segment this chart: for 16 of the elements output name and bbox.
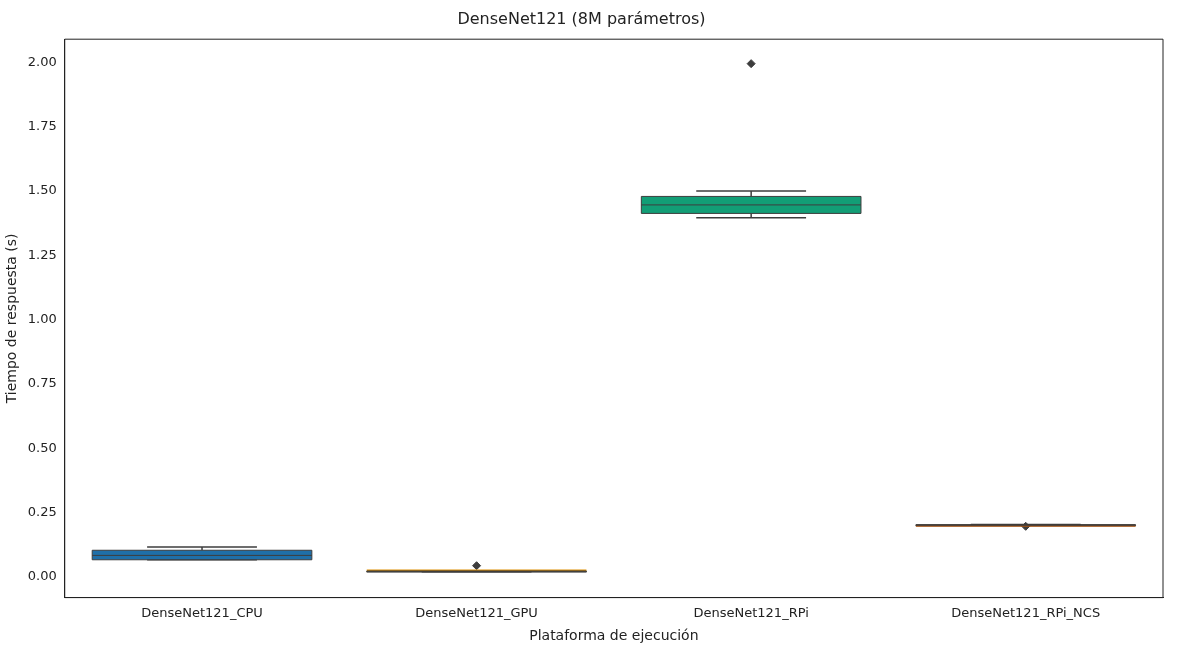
y-tick-label: 0.50 <box>27 439 57 455</box>
y-tick-label: 0.75 <box>27 375 57 391</box>
y-tick-label: 1.00 <box>27 311 57 327</box>
y-tick-label: 1.50 <box>27 182 57 198</box>
y-tick-label: 0.25 <box>27 504 57 520</box>
y-tick-label: 2.00 <box>27 53 57 69</box>
x-tick-label: DenseNet121_RPi_NCS <box>951 604 1101 620</box>
x-tick-label: DenseNet121_RPi <box>693 604 809 620</box>
chart-title: DenseNet121 (8M parámetros) <box>457 8 706 28</box>
x-axis-title: Plataforma de ejecución <box>529 627 699 644</box>
y-tick-label: 1.75 <box>27 118 57 134</box>
y-tick-label: 1.25 <box>27 246 57 262</box>
y-axis-title: Tiempo de respuesta (s) <box>3 233 20 405</box>
y-tick-label: 0.00 <box>27 568 57 584</box>
x-tick-label: DenseNet121_GPU <box>415 604 538 620</box>
x-tick-label: DenseNet121_CPU <box>141 604 263 620</box>
